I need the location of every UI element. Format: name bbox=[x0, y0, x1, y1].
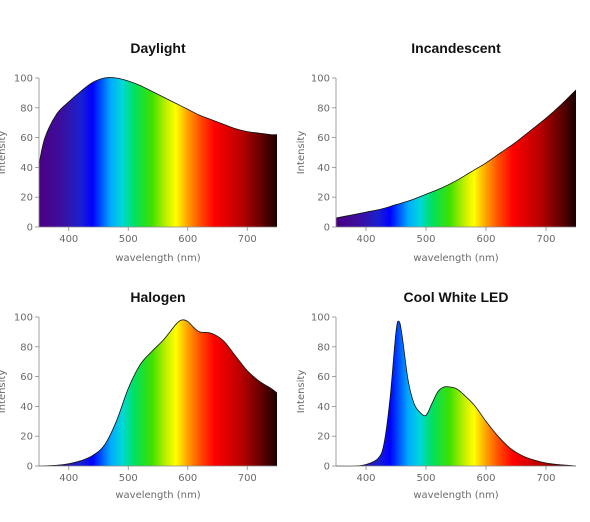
y-axis-label: Intensity bbox=[0, 131, 8, 175]
y-tick-label: 0 bbox=[324, 462, 330, 473]
y-tick-label: 100 bbox=[14, 74, 33, 85]
y-tick-label: 60 bbox=[20, 372, 33, 383]
x-tick-label: 600 bbox=[476, 473, 495, 484]
y-tick-label: 80 bbox=[20, 103, 33, 114]
y-tick-label: 60 bbox=[317, 372, 330, 383]
x-tick-label: 700 bbox=[536, 234, 555, 245]
x-tick-label: 500 bbox=[119, 234, 138, 245]
y-tick-label: 100 bbox=[311, 74, 330, 85]
y-tick-label: 80 bbox=[317, 103, 330, 114]
chart-cool-white-led: 0 20 40 60 80 100 400 500 600 700 Cool White LED wa… bbox=[296, 289, 577, 501]
x-tick-label: 400 bbox=[356, 473, 375, 484]
y-axis-label: Intensity bbox=[296, 370, 307, 414]
x-tick-label: 700 bbox=[238, 234, 257, 245]
chart-title: Daylight bbox=[130, 40, 186, 56]
x-axis-label: wavelength (nm) bbox=[413, 253, 498, 264]
y-tick-label: 40 bbox=[20, 402, 33, 413]
y-tick-label: 40 bbox=[20, 163, 33, 174]
y-tick-label: 0 bbox=[27, 462, 33, 473]
chart-title: Halogen bbox=[130, 289, 185, 305]
y-tick-label: 0 bbox=[324, 223, 330, 234]
spectrum-curve bbox=[38, 77, 278, 165]
y-tick-label: 60 bbox=[20, 133, 33, 144]
spectrum-area bbox=[39, 77, 277, 228]
x-tick-label: 700 bbox=[536, 473, 555, 484]
spectrum-area bbox=[336, 89, 576, 227]
x-axis-label: wavelength (nm) bbox=[115, 490, 200, 501]
spectrum-curve bbox=[335, 89, 577, 219]
y-tick-label: 40 bbox=[317, 163, 330, 174]
x-axis-label: wavelength (nm) bbox=[115, 253, 200, 264]
x-tick-label: 400 bbox=[59, 473, 78, 484]
x-tick-label: 700 bbox=[238, 473, 257, 484]
y-axis-label: Intensity bbox=[0, 370, 8, 414]
x-tick-label: 400 bbox=[59, 234, 78, 245]
x-tick-label: 600 bbox=[178, 473, 197, 484]
y-tick-label: 80 bbox=[317, 342, 330, 353]
x-tick-label: 500 bbox=[416, 473, 435, 484]
chart-halogen: 0 20 40 60 80 100 400 500 600 700 Halogen wavelengt… bbox=[0, 289, 278, 501]
chart-daylight: 0 20 40 60 80 100 400 500 600 700 Daylight waveleng… bbox=[0, 40, 278, 264]
x-tick-label: 600 bbox=[178, 234, 197, 245]
y-tick-label: 100 bbox=[14, 313, 33, 324]
x-tick-label: 600 bbox=[476, 234, 495, 245]
y-tick-label: 20 bbox=[317, 193, 330, 204]
y-tick-label: 100 bbox=[311, 313, 330, 324]
x-axis-label: wavelength (nm) bbox=[413, 490, 498, 501]
spectrum-curve bbox=[335, 320, 577, 467]
y-tick-label: 40 bbox=[317, 402, 330, 413]
y-tick-label: 20 bbox=[20, 193, 33, 204]
spectrum-curve bbox=[38, 319, 278, 467]
y-tick-label: 80 bbox=[20, 342, 33, 353]
spectrum-area bbox=[39, 319, 277, 466]
y-tick-label: 20 bbox=[317, 432, 330, 443]
spectrum-area bbox=[336, 321, 576, 467]
y-tick-label: 0 bbox=[27, 223, 33, 234]
chart-incandescent: 0 20 40 60 80 100 400 500 600 700 Incandescent wave… bbox=[296, 40, 577, 264]
chart-title: Cool White LED bbox=[404, 289, 509, 305]
y-tick-label: 20 bbox=[20, 432, 33, 443]
x-tick-label: 500 bbox=[119, 473, 138, 484]
x-tick-label: 500 bbox=[416, 234, 435, 245]
y-axis-label: Intensity bbox=[296, 131, 307, 175]
x-tick-label: 400 bbox=[356, 234, 375, 245]
chart-title: Incandescent bbox=[411, 40, 501, 56]
y-tick-label: 60 bbox=[317, 133, 330, 144]
